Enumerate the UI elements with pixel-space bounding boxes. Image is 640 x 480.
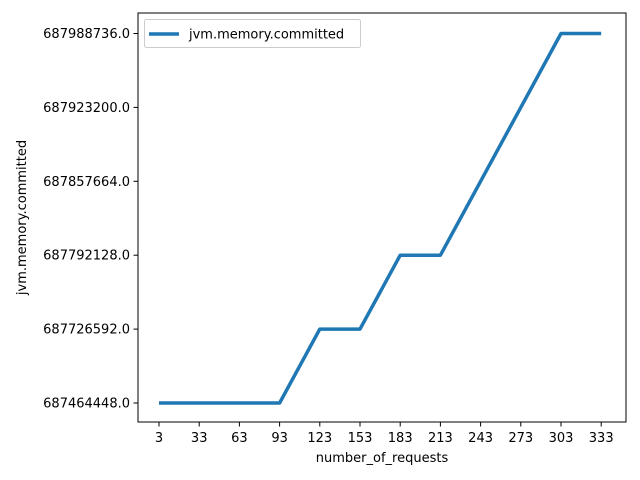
x-tick-label: 153	[348, 431, 373, 446]
x-tick-label: 33	[191, 431, 208, 446]
series-line-jvm-memory-committed	[159, 31, 602, 405]
y-tick-label: 687464448.0	[43, 397, 130, 412]
plot-frame	[137, 12, 627, 423]
x-tick-label: 63	[231, 431, 248, 446]
y-tick-label: 687726592.0	[43, 323, 130, 338]
legend-label: jvm.memory.committed	[188, 28, 344, 43]
y-axis-label: jvm.memory.committed	[15, 140, 30, 296]
x-tick-label: 213	[428, 431, 453, 446]
x-tick-label: 123	[307, 431, 332, 446]
x-tick-label: 3	[155, 431, 163, 446]
x-tick-label: 303	[549, 431, 574, 446]
y-tick-label: 687988736.0	[43, 27, 130, 42]
x-axis-label: number_of_requests	[316, 451, 449, 466]
x-tick-label: 93	[271, 431, 288, 446]
legend-box	[144, 19, 361, 48]
x-tick-label: 333	[589, 431, 614, 446]
x-tick-label: 273	[508, 431, 533, 446]
y-tick-label: 687923200.0	[43, 101, 130, 116]
x-tick-label: 243	[468, 431, 493, 446]
y-tick-label: 687857664.0	[43, 175, 130, 190]
y-tick-label: 687792128.0	[43, 249, 130, 264]
legend: jvm.memory.committed	[144, 19, 361, 48]
x-tick-label: 183	[388, 431, 413, 446]
